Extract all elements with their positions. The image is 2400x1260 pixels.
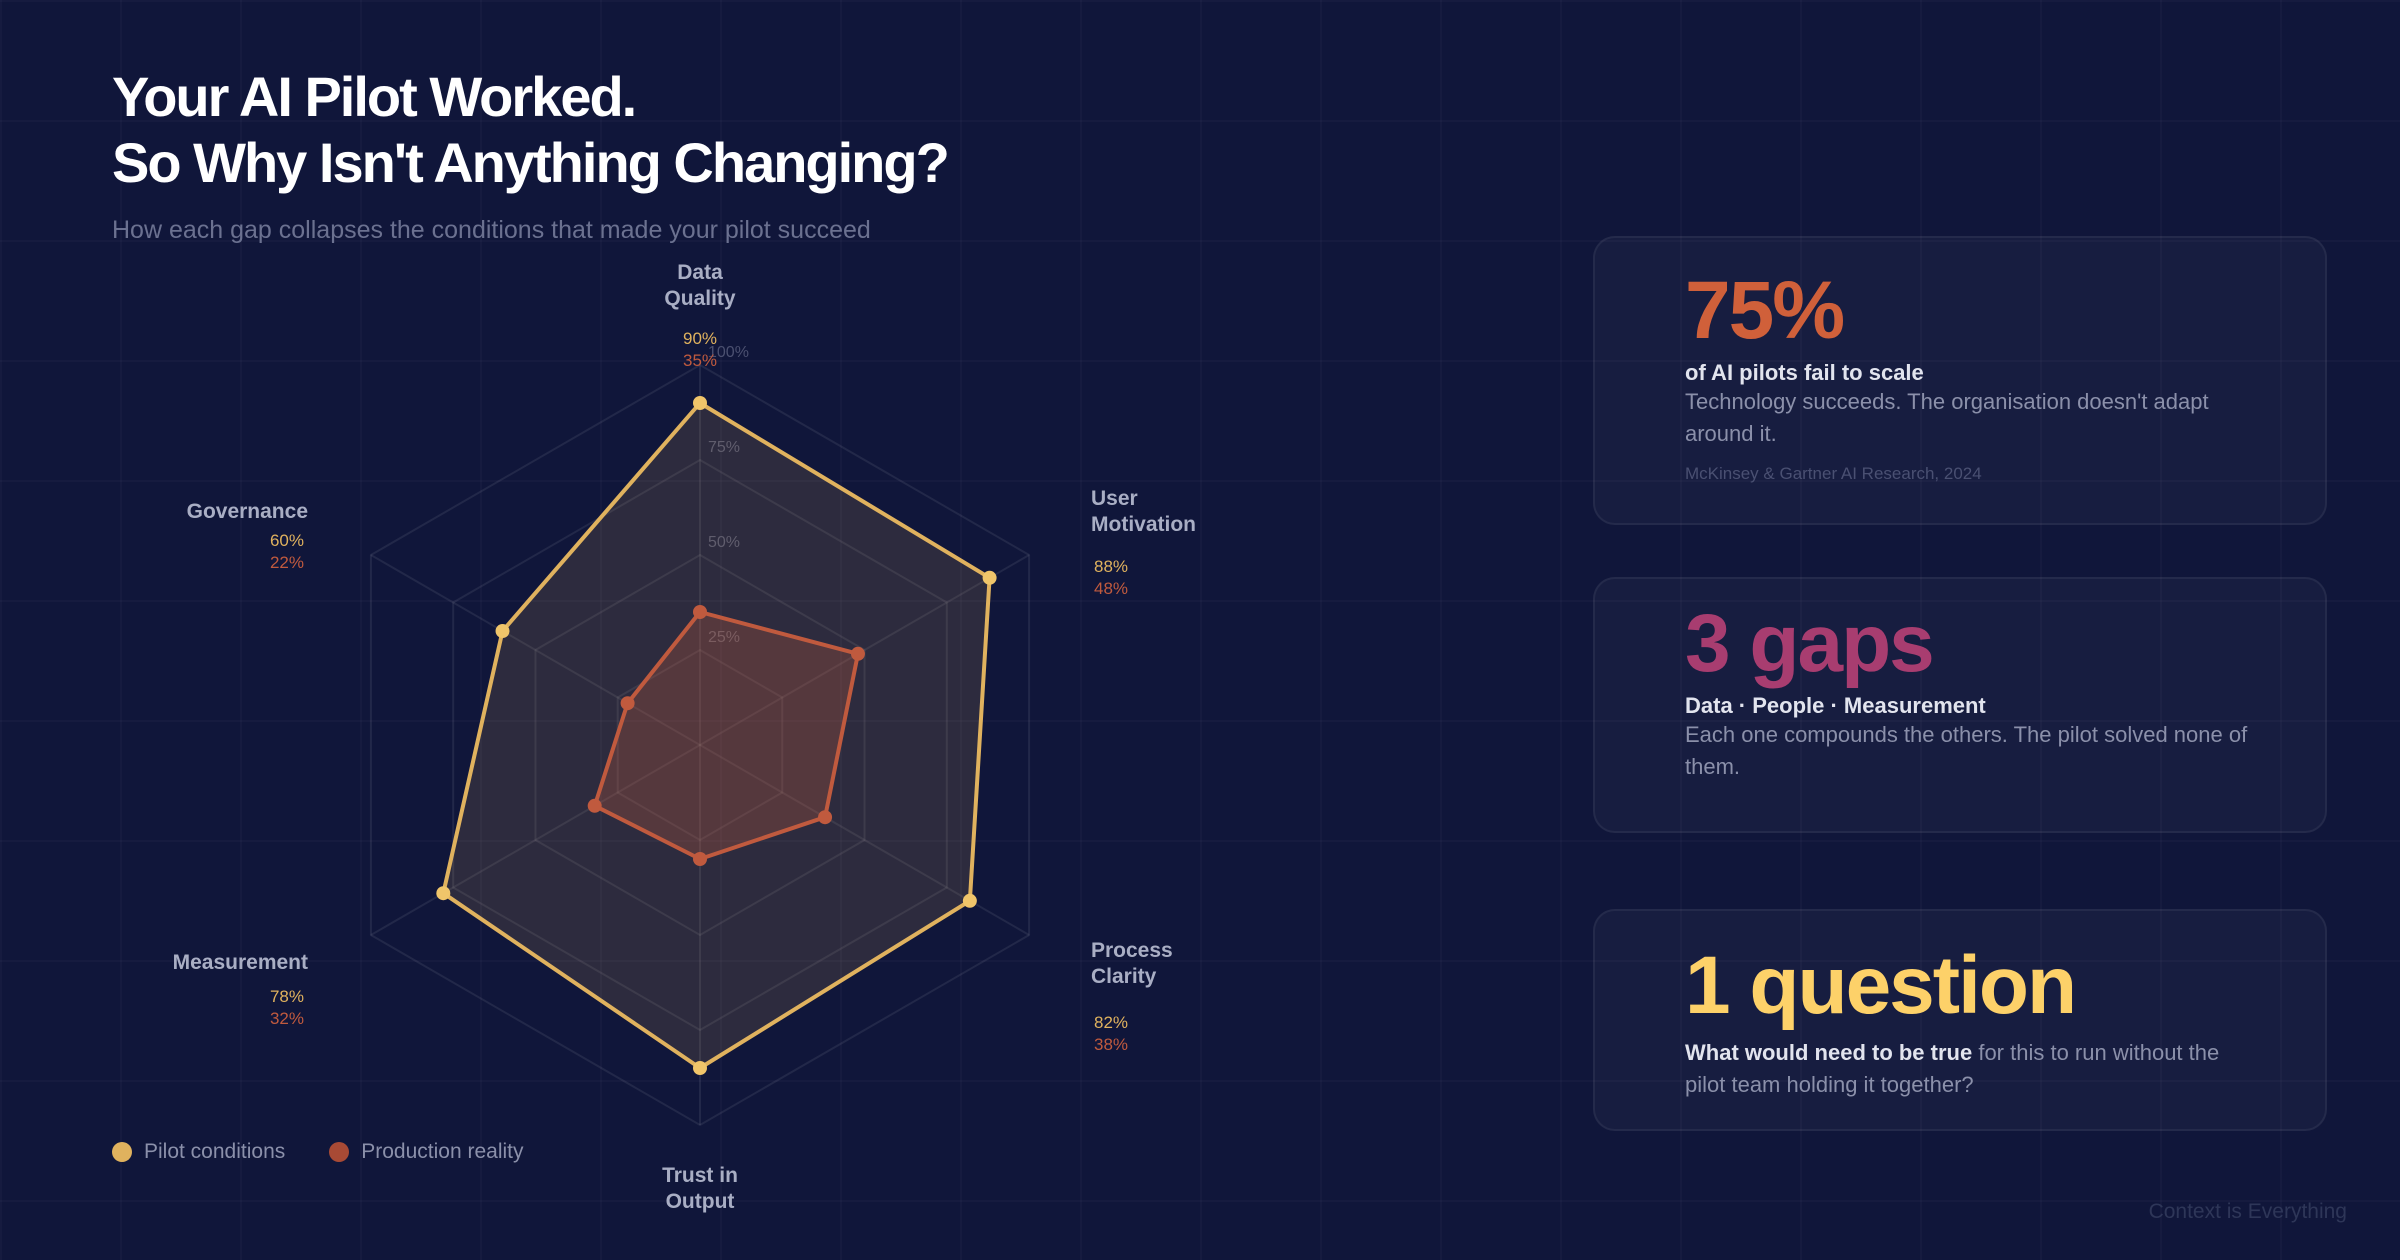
ring-tick-label: 25% <box>708 629 740 646</box>
data-point <box>693 396 707 410</box>
grid-ring <box>534 553 866 937</box>
stat-number: 3 gaps <box>1685 598 1935 689</box>
axis-label-user-motivation: User Motivation <box>1091 487 1196 536</box>
data-point <box>693 1061 707 1075</box>
data-point <box>982 570 997 585</box>
data-point <box>693 605 707 619</box>
grid-ring <box>369 363 1031 1127</box>
grid-ring <box>616 648 784 842</box>
axis-line <box>699 554 1030 746</box>
stat-card-question: 1 question What would need to be true fo… <box>1593 909 2327 1131</box>
data-point <box>436 886 451 901</box>
legend-item-pilot: Pilot conditions <box>112 1140 285 1164</box>
ring-tick-label: 75% <box>708 439 740 456</box>
data-point <box>818 810 833 825</box>
legend: Pilot conditions Production reality <box>112 1140 524 1164</box>
data-point <box>962 893 977 908</box>
page-title: Your AI Pilot Worked. So Why Isn't Anythi… <box>112 65 950 194</box>
ring-tick-label: 100% <box>708 344 749 361</box>
stat-card-fail-rate: 75% of AI pilots fail to scale Technolog… <box>1593 236 2327 525</box>
values-user-motivation: 88% 48% <box>1094 557 1129 598</box>
grid-ring <box>452 458 948 1032</box>
axis-line <box>370 744 701 936</box>
data-point <box>495 624 510 638</box>
stat-number: 1 question <box>1685 940 2077 1031</box>
footer-tagline: Context is Everything <box>2148 1200 2347 1223</box>
axis-line <box>370 554 701 746</box>
source: McKinsey & Gartner AI Research, 2024 <box>1685 464 1982 483</box>
production-dot-icon <box>329 1142 350 1162</box>
subtitle: How each gap collapses the conditions th… <box>112 216 871 244</box>
values-process-clarity: 82% 38% <box>1094 1013 1129 1054</box>
values-data-quality: 90% 35% <box>682 329 718 370</box>
radar-chart: 25% 50% 75% 100% <box>369 344 1031 1127</box>
data-point <box>693 852 707 866</box>
data-point <box>850 646 865 661</box>
values-governance: 60% 22% <box>269 531 304 572</box>
axis-label-governance: Governance <box>186 500 308 523</box>
values-measurement: 78% 32% <box>269 987 304 1028</box>
legend-item-production: Production reality <box>329 1140 524 1164</box>
stat-number: 75% <box>1685 265 1845 356</box>
axis-label-measurement: Measurement <box>172 951 308 974</box>
data-point <box>620 696 635 711</box>
pilot-dot-icon <box>112 1142 132 1162</box>
axis-label-data-quality: Data Quality <box>664 261 736 310</box>
axis-label-process-clarity: Process Clarity <box>1091 939 1173 988</box>
data-point <box>587 798 602 813</box>
axis-label-trust-in-output: Trust in Output <box>662 1164 738 1213</box>
stat-card-gaps: 3 gaps Data · People · Measurement Each … <box>1593 577 2327 833</box>
ring-tick-label: 50% <box>708 534 740 551</box>
